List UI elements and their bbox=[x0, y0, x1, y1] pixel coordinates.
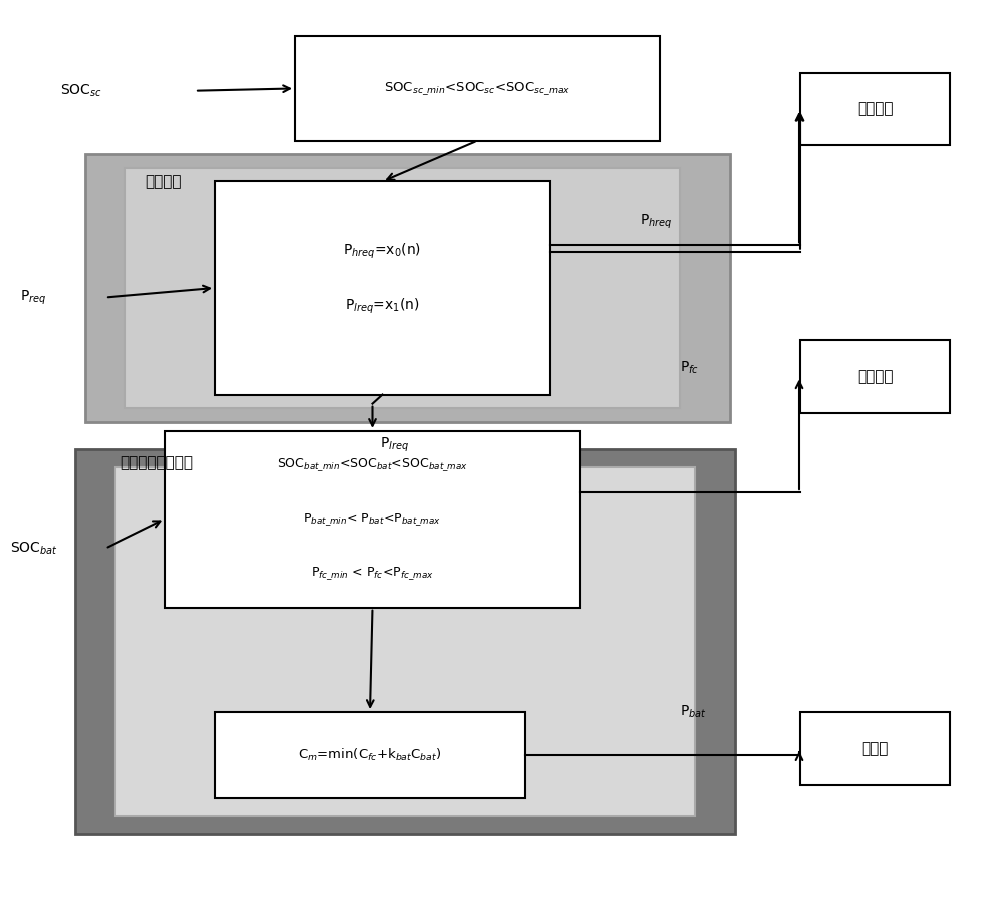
Bar bbox=[800, 73, 950, 145]
Text: 等效消耗最小策略: 等效消耗最小策略 bbox=[120, 455, 193, 470]
Text: P$_{bat\_min}$< P$_{bat}$<P$_{bat\_max}$: P$_{bat\_min}$< P$_{bat}$<P$_{bat\_max}$ bbox=[303, 511, 442, 528]
Text: 小波变换: 小波变换 bbox=[145, 174, 182, 189]
Bar bbox=[295, 36, 660, 141]
Text: P$_{hreq}$: P$_{hreq}$ bbox=[640, 213, 672, 231]
Bar bbox=[125, 168, 680, 408]
Text: P$_{fc\_min}$ < P$_{fc}$<P$_{fc\_max}$: P$_{fc\_min}$ < P$_{fc}$<P$_{fc\_max}$ bbox=[311, 565, 434, 582]
Text: SOC$_{bat}$: SOC$_{bat}$ bbox=[10, 541, 58, 557]
Bar bbox=[800, 712, 950, 785]
Text: SOC$_{sc}$: SOC$_{sc}$ bbox=[60, 83, 102, 99]
Bar bbox=[165, 431, 580, 608]
Bar bbox=[215, 712, 525, 798]
Text: P$_{req}$: P$_{req}$ bbox=[20, 288, 46, 307]
Text: P$_{lreq}$=x$_1$(n): P$_{lreq}$=x$_1$(n) bbox=[345, 297, 420, 316]
Text: SOC$_{bat\_min}$<SOC$_{bat}$<SOC$_{bat\_max}$: SOC$_{bat\_min}$<SOC$_{bat}$<SOC$_{bat\_… bbox=[277, 456, 468, 473]
Text: P$_{lreq}$: P$_{lreq}$ bbox=[380, 435, 409, 454]
Bar bbox=[85, 154, 730, 422]
Text: 燃料电池: 燃料电池 bbox=[857, 369, 893, 384]
Bar bbox=[215, 181, 550, 395]
Text: C$_m$=min(C$_{fc}$+k$_{bat}$C$_{bat}$): C$_m$=min(C$_{fc}$+k$_{bat}$C$_{bat}$) bbox=[298, 747, 442, 763]
Text: P$_{fc}$: P$_{fc}$ bbox=[680, 359, 699, 375]
Text: P$_{hreq}$=x$_0$(n): P$_{hreq}$=x$_0$(n) bbox=[343, 242, 422, 261]
Bar bbox=[75, 449, 735, 834]
Bar bbox=[800, 340, 950, 413]
Text: P$_{bat}$: P$_{bat}$ bbox=[680, 704, 707, 720]
Text: SOC$_{sc\_min}$<SOC$_{sc}$<SOC$_{sc\_max}$: SOC$_{sc\_min}$<SOC$_{sc}$<SOC$_{sc\_max… bbox=[384, 80, 571, 97]
Text: 锂电池: 锂电池 bbox=[861, 741, 889, 756]
Text: 超级电容: 超级电容 bbox=[857, 102, 893, 116]
Bar bbox=[115, 467, 695, 816]
